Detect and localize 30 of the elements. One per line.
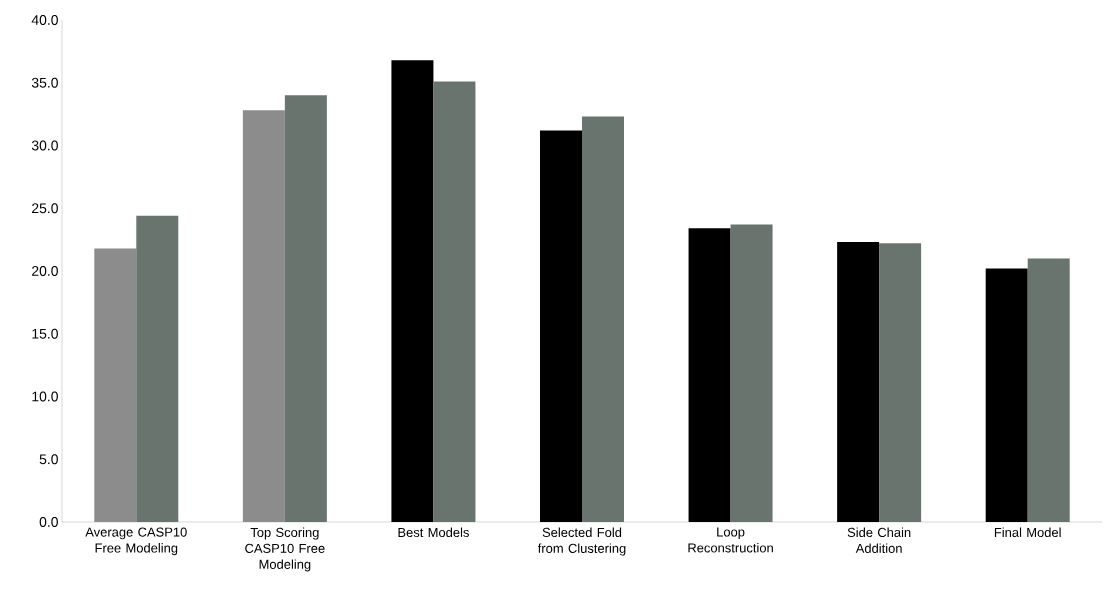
bar [540,130,582,522]
bar [433,81,476,522]
bar [688,228,731,522]
y-tick-label: 30.0 [31,140,58,151]
bar [1027,258,1070,522]
y-tick-label: 0.0 [39,517,58,527]
y-tick-label: 25.0 [32,203,58,214]
x-tick-label: Average CASP10 Free Modeling [85,527,187,556]
x-tick-label: Loop Reconstruction [688,527,773,553]
bar [136,215,179,522]
bar [582,116,624,522]
y-tick-label: 20.0 [32,266,58,276]
y-tick-label: 5.0 [39,454,58,465]
x-tick-label: Side Chain Addition [847,527,911,553]
x-tick-label: Top Scoring CASP10 Free Modeling [245,527,325,572]
x-tick-label: Best Models [398,527,469,538]
y-tick-label: 10.0 [32,391,58,402]
x-tick-label: Selected Fold from Clustering [537,527,626,556]
bar [94,248,137,522]
y-tick-label: 35.0 [31,77,58,88]
bar [730,224,773,522]
bar [879,243,922,522]
x-tick-label: Final Model [994,527,1061,538]
bar [242,110,285,522]
bar [284,95,327,522]
y-tick-label: 15.0 [32,328,58,339]
y-tick-label: 40.0 [31,15,58,25]
bar [837,242,880,522]
bar [391,60,434,522]
bar [985,268,1028,522]
